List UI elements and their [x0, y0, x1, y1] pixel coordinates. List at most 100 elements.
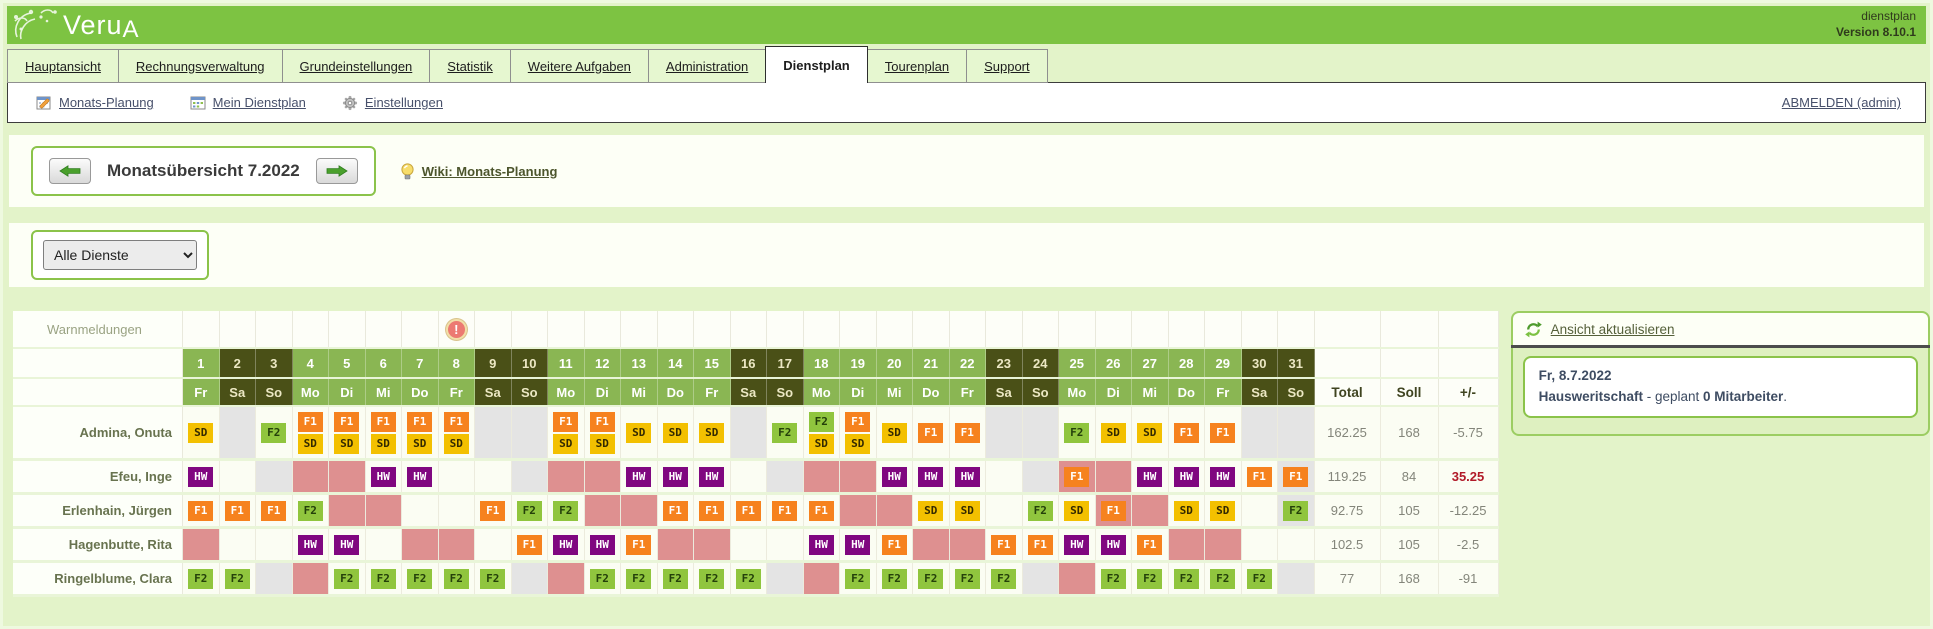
roster-cell-d19[interactable]: HW — [840, 529, 877, 560]
roster-cell-d23[interactable]: F2 — [986, 563, 1023, 594]
roster-cell-d25[interactable]: SD — [1059, 495, 1096, 526]
roster-cell-d12[interactable]: HW — [584, 529, 621, 560]
roster-cell-d5[interactable]: HW — [329, 529, 366, 560]
roster-cell-d16[interactable]: F2 — [730, 563, 767, 594]
roster-cell-d9[interactable] — [475, 407, 512, 458]
roster-cell-d21[interactable]: F2 — [913, 563, 950, 594]
roster-cell-d18[interactable]: HW — [803, 529, 840, 560]
roster-cell-d18[interactable]: F2 SD — [803, 407, 840, 458]
roster-cell-d7[interactable]: F1 SD — [402, 407, 439, 458]
roster-cell-d30[interactable]: F2 — [1241, 563, 1278, 594]
roster-cell-d9[interactable] — [475, 529, 512, 560]
roster-cell-d8[interactable] — [438, 461, 475, 492]
roster-cell-d1[interactable] — [183, 529, 220, 560]
roster-cell-d20[interactable]: F2 — [876, 563, 913, 594]
roster-cell-d25[interactable]: F1 — [1059, 461, 1096, 492]
roster-cell-d7[interactable] — [402, 495, 439, 526]
roster-cell-d7[interactable]: F2 — [402, 563, 439, 594]
roster-cell-d12[interactable] — [584, 461, 621, 492]
roster-cell-d22[interactable]: F1 — [949, 407, 986, 458]
roster-cell-d30[interactable]: F1 — [1241, 461, 1278, 492]
roster-cell-d13[interactable]: F1 — [621, 529, 658, 560]
roster-cell-d19[interactable] — [840, 461, 877, 492]
roster-cell-d26[interactable]: HW — [1095, 529, 1132, 560]
roster-cell-d15[interactable]: F1 — [694, 495, 731, 526]
roster-cell-d28[interactable]: HW — [1168, 461, 1205, 492]
next-month-button[interactable] — [315, 158, 358, 184]
tab-dienstplan[interactable]: Dienstplan — [765, 46, 868, 83]
roster-cell-d26[interactable] — [1095, 461, 1132, 492]
roster-cell-d1[interactable]: F2 — [183, 563, 220, 594]
roster-cell-d6[interactable] — [365, 529, 402, 560]
roster-cell-d27[interactable]: F2 — [1132, 563, 1169, 594]
tab-administration[interactable]: Administration — [647, 49, 767, 83]
tab-rechnungsverwaltung[interactable]: Rechnungsverwaltung — [117, 49, 283, 83]
roster-cell-d23[interactable] — [986, 461, 1023, 492]
roster-cell-d4[interactable]: F2 — [292, 495, 329, 526]
roster-cell-d6[interactable]: F2 — [365, 563, 402, 594]
roster-cell-d1[interactable]: F1 — [183, 495, 220, 526]
roster-cell-d2[interactable] — [219, 529, 256, 560]
logout-link[interactable]: ABMELDEN (admin) — [1781, 95, 1901, 110]
wiki-link[interactable]: Wiki: Monats-Planung — [421, 163, 558, 179]
roster-cell-d20[interactable]: HW — [876, 461, 913, 492]
roster-cell-d10[interactable]: F2 — [511, 495, 548, 526]
roster-cell-d13[interactable] — [621, 495, 658, 526]
roster-cell-d23[interactable]: F1 — [986, 529, 1023, 560]
roster-cell-d19[interactable] — [840, 495, 877, 526]
roster-cell-d22[interactable]: HW — [949, 461, 986, 492]
tab-grundeinstellungen[interactable]: Grundeinstellungen — [281, 49, 431, 83]
roster-cell-d8[interactable]: F2 — [438, 563, 475, 594]
roster-cell-d17[interactable] — [767, 461, 804, 492]
roster-cell-d10[interactable] — [511, 563, 548, 594]
roster-cell-d8[interactable] — [438, 495, 475, 526]
roster-cell-d31[interactable]: F1 — [1278, 461, 1315, 492]
roster-cell-d27[interactable]: SD — [1132, 407, 1169, 458]
tab-statistik[interactable]: Statistik — [429, 49, 511, 83]
roster-cell-d4[interactable] — [292, 563, 329, 594]
roster-cell-d19[interactable]: F1 SD — [840, 407, 877, 458]
roster-cell-d29[interactable]: F1 — [1205, 407, 1242, 458]
roster-cell-d2[interactable] — [219, 407, 256, 458]
roster-cell-d28[interactable]: SD — [1168, 495, 1205, 526]
roster-cell-d8[interactable] — [438, 529, 475, 560]
roster-cell-d5[interactable] — [329, 495, 366, 526]
roster-cell-d28[interactable]: F2 — [1168, 563, 1205, 594]
tab-tourenplan[interactable]: Tourenplan — [866, 49, 968, 83]
roster-cell-d5[interactable]: F1 SD — [329, 407, 366, 458]
roster-cell-d1[interactable]: SD — [183, 407, 220, 458]
roster-cell-d19[interactable]: F2 — [840, 563, 877, 594]
service-filter-select[interactable]: Alle Dienste — [43, 240, 197, 270]
roster-cell-d2[interactable]: F1 — [219, 495, 256, 526]
roster-cell-d6[interactable]: HW — [365, 461, 402, 492]
roster-cell-d15[interactable]: SD — [694, 407, 731, 458]
roster-cell-d18[interactable]: F1 — [803, 495, 840, 526]
roster-cell-d3[interactable]: F1 — [256, 495, 293, 526]
roster-cell-d20[interactable]: SD — [876, 407, 913, 458]
roster-cell-d30[interactable] — [1241, 407, 1278, 458]
roster-cell-d6[interactable]: F1 SD — [365, 407, 402, 458]
roster-cell-d9[interactable]: F1 — [475, 495, 512, 526]
roster-cell-d11[interactable] — [548, 461, 585, 492]
tab-hauptansicht[interactable]: Hauptansicht — [7, 49, 119, 83]
roster-cell-d21[interactable] — [913, 529, 950, 560]
roster-cell-d7[interactable]: HW — [402, 461, 439, 492]
roster-cell-d23[interactable] — [986, 407, 1023, 458]
roster-cell-d11[interactable]: F2 — [548, 495, 585, 526]
roster-cell-d24[interactable] — [1022, 407, 1059, 458]
roster-cell-d18[interactable] — [803, 461, 840, 492]
roster-cell-d17[interactable] — [767, 529, 804, 560]
roster-cell-d17[interactable] — [767, 563, 804, 594]
roster-cell-d21[interactable]: F1 — [913, 407, 950, 458]
roster-cell-d17[interactable]: F1 — [767, 495, 804, 526]
roster-cell-d30[interactable] — [1241, 495, 1278, 526]
roster-cell-d8[interactable]: F1 SD — [438, 407, 475, 458]
roster-cell-d25[interactable] — [1059, 563, 1096, 594]
roster-cell-d15[interactable]: F2 — [694, 563, 731, 594]
tab-support[interactable]: Support — [966, 49, 1048, 83]
roster-cell-d26[interactable]: F2 — [1095, 563, 1132, 594]
roster-cell-d31[interactable] — [1278, 563, 1315, 594]
roster-cell-d5[interactable]: F2 — [329, 563, 366, 594]
roster-cell-d2[interactable] — [219, 461, 256, 492]
roster-cell-d24[interactable] — [1022, 461, 1059, 492]
